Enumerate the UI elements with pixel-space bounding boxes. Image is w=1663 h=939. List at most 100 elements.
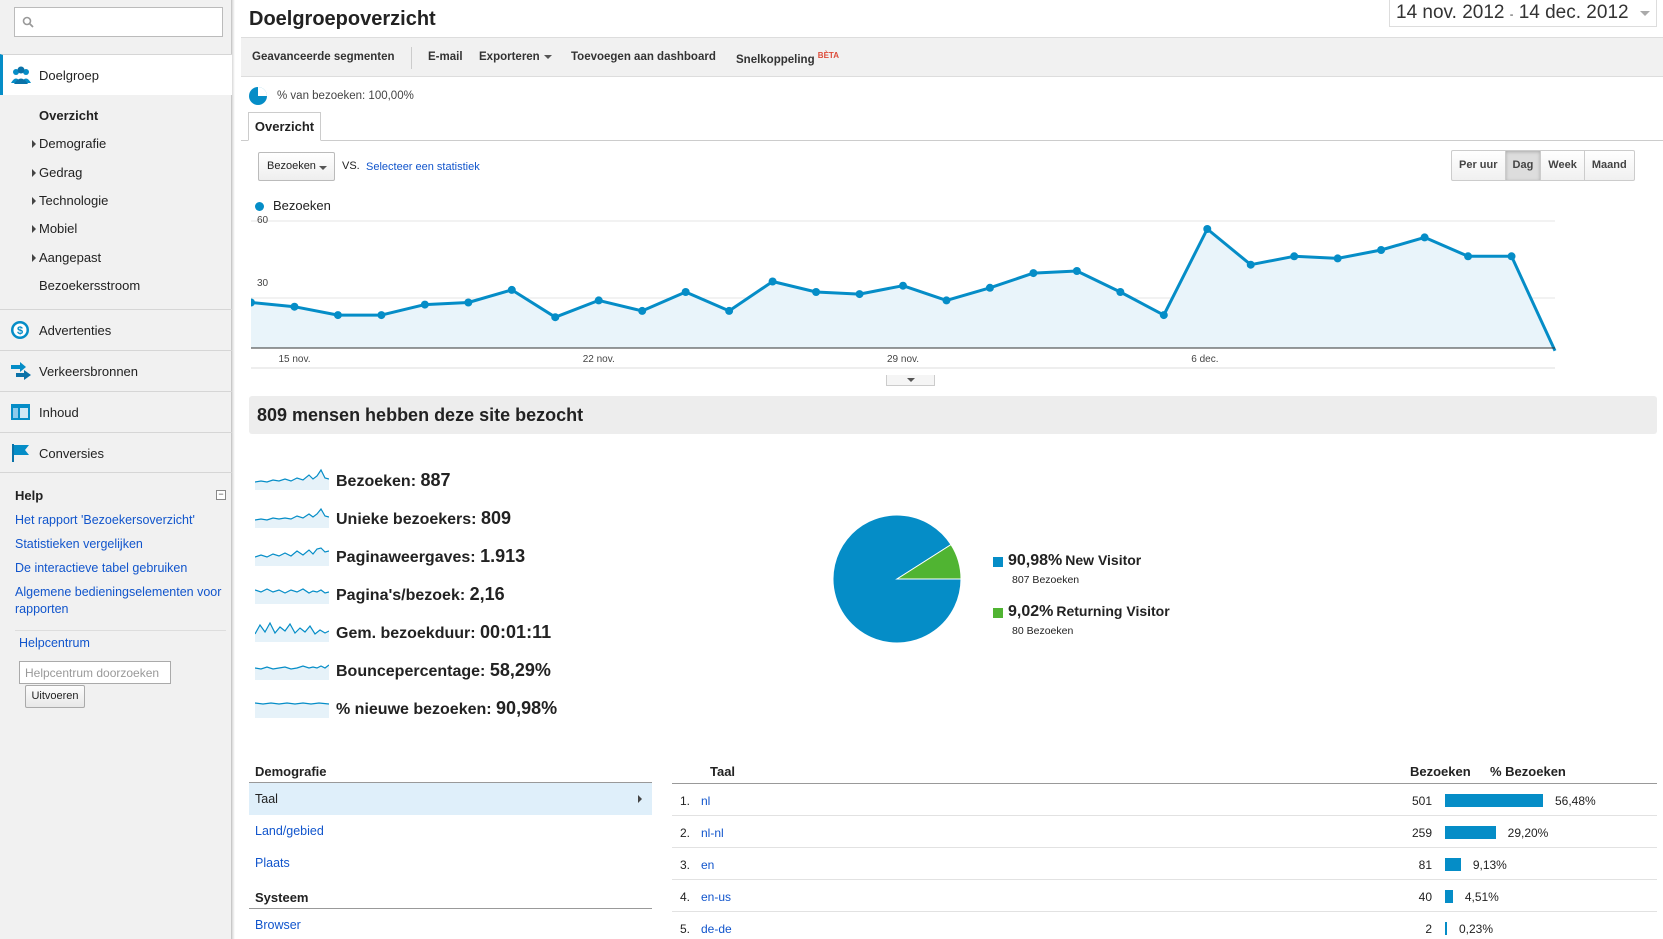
data-point[interactable] bbox=[507, 285, 516, 294]
metric-label: Bouncepercentage: bbox=[336, 663, 486, 680]
sidebar-sub-technologie-label: Technologie bbox=[39, 193, 109, 208]
shortcut-button[interactable]: Snelkoppeling BÈTA bbox=[736, 51, 839, 66]
sidebar-sub-demografie[interactable]: Demografie bbox=[32, 136, 107, 151]
data-point[interactable] bbox=[1072, 267, 1081, 275]
help-link-controls[interactable]: Algemene bedieningselementen voor rappor… bbox=[15, 585, 222, 616]
system-divider bbox=[249, 908, 652, 909]
helpcenter-link[interactable]: Helpcentrum bbox=[19, 636, 90, 650]
metric-dropdown-label: Bezoeken bbox=[267, 160, 316, 172]
tab-overzicht[interactable]: Overzicht bbox=[248, 112, 321, 141]
data-point[interactable] bbox=[1420, 233, 1429, 242]
data-point[interactable] bbox=[985, 283, 994, 292]
sidebar-sub-gedrag[interactable]: Gedrag bbox=[32, 165, 82, 180]
data-point[interactable] bbox=[812, 288, 821, 296]
data-point[interactable] bbox=[855, 290, 864, 299]
data-point[interactable] bbox=[1116, 288, 1125, 296]
x-tick-label: 29 nov. bbox=[887, 354, 919, 365]
demo-item-land[interactable]: Land/gebied bbox=[255, 824, 324, 838]
data-point[interactable] bbox=[251, 298, 255, 307]
nav-doelgroep[interactable]: Doelgroep bbox=[0, 54, 232, 95]
metric-value: 00:01:11 bbox=[480, 622, 552, 642]
date-range-picker[interactable]: 14 nov. 2012 - 14 dec. 2012 bbox=[1389, 0, 1657, 27]
pie-slice-returning-visitor[interactable] bbox=[895, 543, 962, 580]
sidebar-search-input[interactable] bbox=[14, 7, 223, 37]
metric-value: 809 bbox=[480, 508, 512, 528]
metric-dropdown[interactable]: Bezoeken bbox=[258, 152, 335, 181]
demo-item-plaats[interactable]: Plaats bbox=[255, 856, 290, 870]
pie-name-new: New Visitor bbox=[1065, 552, 1142, 568]
data-point[interactable] bbox=[594, 296, 603, 305]
data-point[interactable] bbox=[1029, 269, 1038, 278]
advanced-segments-button[interactable]: Geavanceerde segmenten bbox=[252, 51, 395, 63]
sidebar-sub-mobiel[interactable]: Mobiel bbox=[32, 221, 77, 236]
period-week-button[interactable]: Week bbox=[1541, 151, 1585, 180]
help-link-report[interactable]: Het rapport 'Bezoekersoverzicht' bbox=[15, 513, 195, 527]
data-point[interactable] bbox=[1290, 252, 1299, 261]
data-point[interactable] bbox=[725, 306, 734, 315]
help-link-compare[interactable]: Statistieken vergelijken bbox=[15, 537, 143, 551]
nav-verkeersbronnen[interactable]: Verkeersbronnen bbox=[0, 350, 232, 391]
data-point[interactable] bbox=[768, 277, 777, 286]
expand-triangle-icon bbox=[32, 197, 36, 205]
sidebar-sub-technologie[interactable]: Technologie bbox=[32, 193, 109, 208]
row-index: 5. bbox=[680, 922, 691, 936]
row-language-link[interactable]: en-us bbox=[701, 890, 732, 904]
add-to-dashboard-button[interactable]: Toevoegen aan dashboard bbox=[571, 51, 716, 63]
data-point[interactable] bbox=[1507, 252, 1516, 261]
nav-inhoud[interactable]: Inhoud bbox=[0, 391, 232, 432]
data-point[interactable] bbox=[942, 296, 951, 305]
period-hour-button[interactable]: Per uur bbox=[1452, 151, 1506, 180]
email-button[interactable]: E-mail bbox=[428, 51, 463, 63]
sidebar-sub-demografie-label: Demografie bbox=[39, 136, 107, 151]
collapse-icon[interactable]: − bbox=[216, 490, 226, 500]
data-point[interactable] bbox=[551, 313, 560, 322]
data-point[interactable] bbox=[1246, 260, 1255, 269]
chart-resize-handle[interactable] bbox=[886, 375, 935, 386]
period-day-button[interactable]: Dag bbox=[1505, 151, 1542, 180]
select-statistic-link[interactable]: Selecteer een statistiek bbox=[366, 161, 480, 173]
data-point[interactable] bbox=[1377, 246, 1386, 254]
sidebar-sub-bezoekersstroom[interactable]: Bezoekersstroom bbox=[39, 278, 141, 293]
table-col-pct-bezoeken[interactable]: % Bezoeken bbox=[1490, 764, 1566, 779]
export-button[interactable]: Exporteren bbox=[479, 51, 552, 63]
nav-advertenties[interactable]: $ Advertenties bbox=[0, 309, 232, 350]
toolbar-divider bbox=[411, 47, 412, 69]
nav-conversies[interactable]: Conversies bbox=[0, 432, 232, 473]
data-point[interactable] bbox=[290, 302, 299, 311]
sparkline bbox=[255, 588, 329, 604]
period-selector: Per uur Dag Week Maand bbox=[1451, 150, 1635, 181]
row-language-link[interactable]: de-de bbox=[701, 922, 732, 936]
row-language-link[interactable]: nl-nl bbox=[701, 826, 724, 840]
nav-doelgroep-label: Doelgroep bbox=[39, 68, 99, 83]
run-button[interactable]: Uitvoeren bbox=[25, 685, 85, 708]
data-point[interactable] bbox=[1203, 225, 1212, 233]
table-col-bezoeken[interactable]: Bezoeken bbox=[1410, 764, 1471, 779]
data-point[interactable] bbox=[638, 306, 647, 315]
data-point[interactable] bbox=[420, 300, 429, 309]
data-point[interactable] bbox=[377, 311, 386, 320]
legend-swatch-returning bbox=[993, 608, 1003, 618]
sidebar-sub-overzicht[interactable]: Overzicht bbox=[39, 108, 99, 123]
help-link-table[interactable]: De interactieve tabel gebruiken bbox=[15, 561, 188, 575]
series-area bbox=[251, 229, 1555, 351]
row-language-link[interactable]: en bbox=[701, 858, 715, 872]
pie-count-new: 807 Bezoeken bbox=[1012, 574, 1080, 586]
export-label: Exporteren bbox=[479, 51, 540, 63]
metric-label: Paginaweergaves: bbox=[336, 549, 476, 566]
data-point[interactable] bbox=[1333, 254, 1342, 263]
data-point[interactable] bbox=[899, 281, 907, 290]
row-language-link[interactable]: nl bbox=[701, 794, 711, 808]
data-point[interactable] bbox=[333, 311, 342, 320]
metric-label: Gem. bezoekduur: bbox=[336, 625, 476, 642]
demo-item-browser[interactable]: Browser bbox=[255, 918, 301, 932]
helpcenter-search-input[interactable]: Helpcentrum doorzoeken bbox=[19, 661, 171, 684]
data-point[interactable] bbox=[681, 288, 690, 296]
sidebar-sub-aangepast[interactable]: Aangepast bbox=[32, 250, 101, 265]
metric-label: Pagina's/bezoek: bbox=[336, 587, 466, 604]
metric-value: 887 bbox=[420, 470, 451, 490]
data-point[interactable] bbox=[1464, 252, 1473, 261]
demo-item-taal[interactable]: Taal bbox=[249, 783, 652, 815]
data-point[interactable] bbox=[464, 298, 473, 307]
period-month-button[interactable]: Maand bbox=[1591, 159, 1627, 171]
data-point[interactable] bbox=[1159, 311, 1168, 320]
